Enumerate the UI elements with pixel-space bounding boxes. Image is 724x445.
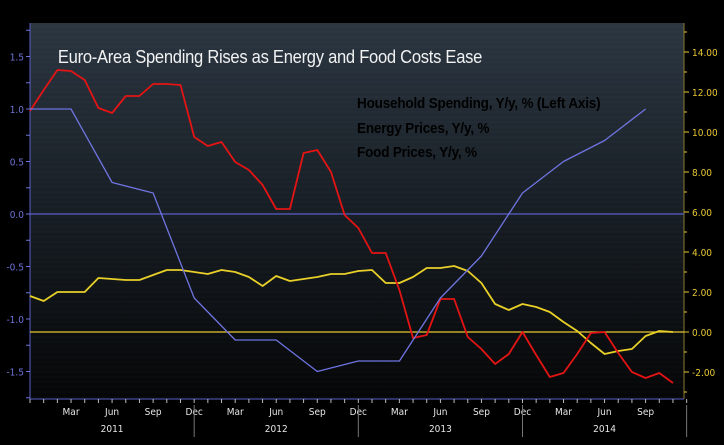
x-axis-year-label: 2012 bbox=[265, 424, 288, 435]
right-axis-tick-label: 8.00 bbox=[692, 168, 712, 179]
right-axis-tick-label: 0.00 bbox=[692, 328, 712, 339]
legend-energy-prices: Energy Prices, Y/y, % bbox=[357, 120, 490, 137]
food-prices-line bbox=[29, 265, 674, 355]
left-axis-tick-label: 0.5 bbox=[10, 158, 24, 169]
household-spending-line bbox=[30, 108, 646, 373]
x-axis-month-label: Mar bbox=[391, 407, 408, 418]
legend-food-prices: Food Prices, Y/y, % bbox=[357, 144, 477, 161]
x-axis-month-label: Sep bbox=[309, 407, 326, 418]
x-axis-month-label: Jun bbox=[104, 407, 119, 418]
right-axis-tick-label: 10.00 bbox=[692, 128, 718, 139]
chart-title: Euro-Area Spending Rises as Energy and F… bbox=[57, 47, 483, 67]
plot-background bbox=[30, 23, 684, 399]
x-axis-month-label: Jun bbox=[268, 407, 283, 418]
right-axis-tick-label: 12.00 bbox=[692, 88, 718, 99]
right-axis-tick-label: 2.00 bbox=[692, 288, 712, 299]
x-axis-month-label: Mar bbox=[63, 407, 80, 418]
x-axis-month-label: Sep bbox=[145, 407, 162, 418]
x-axis-month-label: Jun bbox=[597, 407, 612, 418]
left-axis-tick-label: -1.0 bbox=[6, 315, 24, 326]
right-axis-tick-label: 4.00 bbox=[692, 248, 712, 259]
x-axis-month-label: Mar bbox=[227, 407, 244, 418]
energy-prices-line bbox=[29, 69, 674, 384]
right-axis-tick-label: 14.00 bbox=[692, 48, 718, 59]
left-axis-tick-label: 0.0 bbox=[10, 210, 25, 221]
left-axis-tick-label: -0.5 bbox=[6, 263, 24, 274]
x-axis-month-label: Sep bbox=[637, 407, 654, 418]
x-axis-month-label: Sep bbox=[473, 407, 490, 418]
x-axis-month-label: Jun bbox=[432, 407, 447, 418]
x-axis-year-label: 2014 bbox=[593, 424, 616, 435]
left-axis-tick-label: 1.0 bbox=[10, 105, 25, 116]
x-axis-year-label: 2013 bbox=[429, 424, 452, 435]
x-axis-month-label: Mar bbox=[555, 407, 572, 418]
right-axis-tick-label: 6.00 bbox=[692, 208, 712, 219]
x-axis-year-label: 2011 bbox=[101, 424, 124, 435]
left-axis-tick-label: 1.5 bbox=[10, 53, 24, 64]
legend-household-spending: Household Spending, Y/y, % (Left Axis) bbox=[357, 95, 601, 112]
left-axis-tick-label: -1.5 bbox=[6, 368, 24, 379]
right-axis-tick-label: -2.00 bbox=[692, 368, 716, 379]
